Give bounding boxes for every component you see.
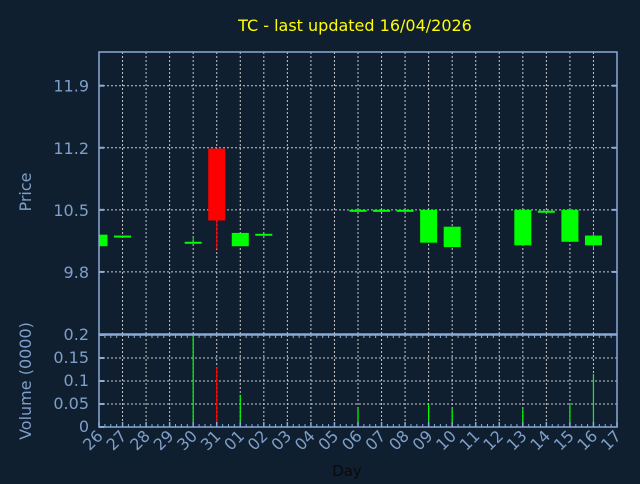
volume-tick-label: 0.05 — [53, 394, 89, 413]
candle-body — [184, 241, 202, 244]
volume-panel: 0 0.05 0.1 0.15 0.2 — [53, 325, 618, 436]
price-tick-label: 10.5 — [53, 201, 89, 220]
candle-body — [231, 232, 249, 247]
candle-body — [443, 226, 461, 248]
candle-body — [373, 209, 391, 212]
volume-tick-label: 0.2 — [64, 325, 89, 344]
x-axis-label: Day — [332, 462, 362, 480]
candle-body — [99, 234, 108, 247]
volume-tick-label: 0 — [79, 417, 89, 436]
candle-body — [349, 209, 367, 212]
x-tick-labels: 2627282930310102030405060708091011121314… — [79, 426, 625, 454]
volume-axis-label: Volume (0000) — [16, 322, 35, 440]
candle-body — [537, 210, 555, 213]
price-axis-label: Price — [16, 172, 35, 211]
price-tick-label: 9.8 — [64, 263, 89, 282]
candle-body — [514, 209, 532, 246]
candle-body — [114, 235, 132, 238]
candle-body — [420, 209, 438, 243]
price-tick-label: 11.2 — [53, 139, 89, 158]
price-panel: 9.8 10.5 11.2 11.9 — [53, 51, 618, 335]
price-plot-frame — [98, 51, 618, 335]
candle-body — [561, 209, 579, 242]
candle-body — [255, 233, 273, 236]
candle-body — [208, 148, 226, 221]
candle-body — [396, 209, 414, 212]
x-tick-label: 17 — [597, 426, 625, 454]
price-tick-label: 11.9 — [53, 77, 89, 96]
chart-title: TC - last updated 16/04/2026 — [237, 16, 472, 35]
volume-tick-label: 0.1 — [64, 371, 89, 390]
volume-tick-label: 0.15 — [53, 348, 89, 367]
candle-body — [584, 235, 602, 246]
